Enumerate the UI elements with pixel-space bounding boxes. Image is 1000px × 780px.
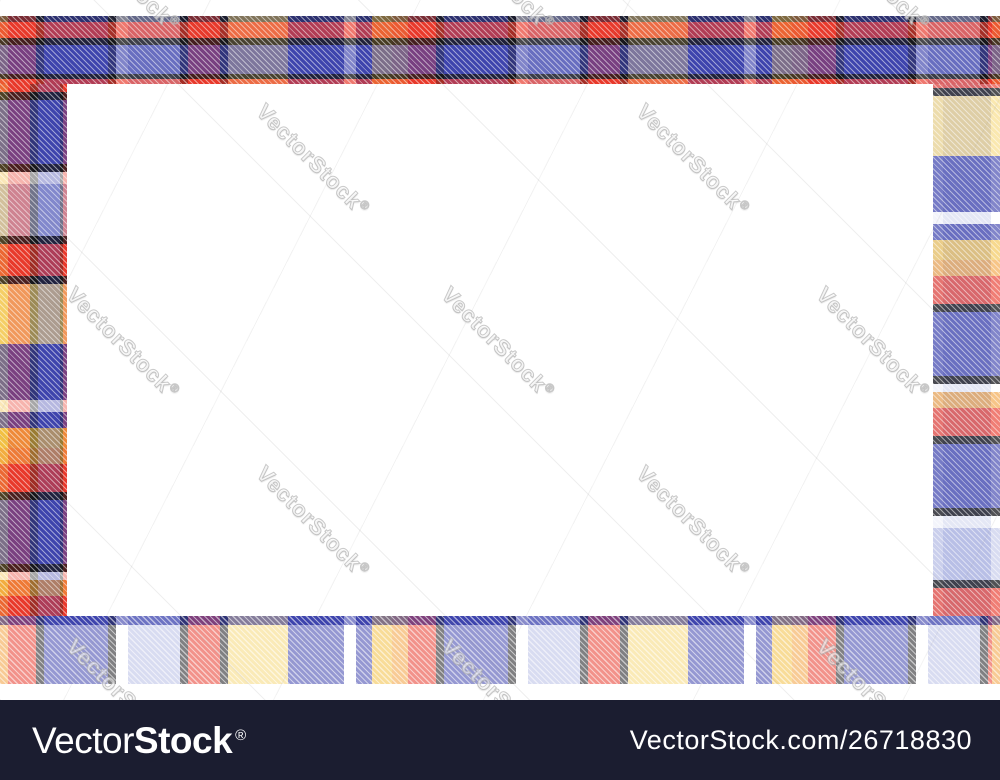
logo-vector-text: Vector xyxy=(32,719,134,761)
tartan-frame-left xyxy=(0,84,67,616)
footer-bar: VectorStock ® VectorStock.com/26718830 xyxy=(0,700,1000,780)
frame-inner-area xyxy=(67,84,933,616)
registered-mark: ® xyxy=(235,726,247,744)
tartan-frame-bottom xyxy=(0,616,1000,684)
tartan-frame-top xyxy=(0,16,1000,84)
image-url-text: VectorStock.com/26718830 xyxy=(629,724,972,755)
logo-stock-text: Stock xyxy=(133,719,233,761)
tartan-frame-right xyxy=(933,84,1000,616)
vectorstock-logo: VectorStock ® xyxy=(32,722,246,759)
